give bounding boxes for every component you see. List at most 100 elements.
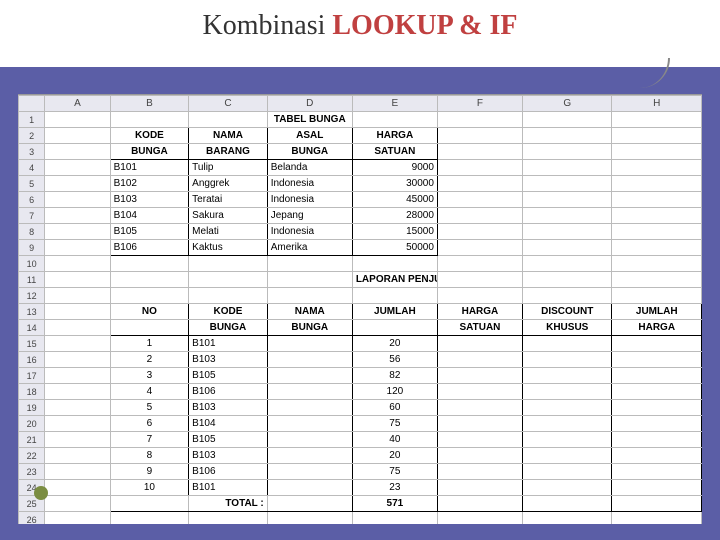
cell[interactable] bbox=[267, 336, 352, 352]
row-header[interactable]: 20 bbox=[19, 416, 45, 432]
cell[interactable] bbox=[612, 224, 702, 240]
cell[interactable]: 75 bbox=[352, 464, 437, 480]
cell[interactable] bbox=[612, 432, 702, 448]
cell[interactable]: 571 bbox=[352, 496, 437, 512]
cell[interactable] bbox=[267, 256, 352, 272]
cell[interactable]: B105 bbox=[189, 432, 268, 448]
cell[interactable]: 5 bbox=[110, 400, 189, 416]
cell[interactable] bbox=[523, 432, 612, 448]
cell[interactable] bbox=[110, 496, 189, 512]
cell[interactable] bbox=[612, 336, 702, 352]
cell[interactable]: 82 bbox=[352, 368, 437, 384]
cell[interactable] bbox=[352, 256, 437, 272]
cell[interactable] bbox=[523, 240, 612, 256]
row-header[interactable]: 12 bbox=[19, 288, 45, 304]
cell[interactable] bbox=[437, 416, 522, 432]
cell[interactable] bbox=[437, 224, 522, 240]
row-header[interactable]: 17 bbox=[19, 368, 45, 384]
cell[interactable] bbox=[523, 448, 612, 464]
cell[interactable]: 45000 bbox=[352, 192, 437, 208]
cell[interactable] bbox=[352, 320, 437, 336]
cell[interactable] bbox=[437, 272, 522, 288]
cell[interactable] bbox=[523, 112, 612, 128]
cell[interactable]: B105 bbox=[189, 368, 268, 384]
cell[interactable] bbox=[437, 112, 522, 128]
cell[interactable]: Tulip bbox=[189, 160, 268, 176]
cell[interactable]: 10 bbox=[110, 480, 189, 496]
cell[interactable] bbox=[612, 384, 702, 400]
cell[interactable] bbox=[189, 256, 268, 272]
cell[interactable] bbox=[437, 288, 522, 304]
cell[interactable] bbox=[523, 224, 612, 240]
cell[interactable] bbox=[612, 208, 702, 224]
cell[interactable] bbox=[45, 128, 110, 144]
cell[interactable] bbox=[523, 192, 612, 208]
cell[interactable] bbox=[437, 480, 522, 496]
select-all-corner[interactable] bbox=[19, 96, 45, 112]
cell[interactable]: Indonesia bbox=[267, 224, 352, 240]
row-header[interactable]: 18 bbox=[19, 384, 45, 400]
cell[interactable]: Belanda bbox=[267, 160, 352, 176]
col-F[interactable]: F bbox=[437, 96, 522, 112]
cell[interactable] bbox=[612, 240, 702, 256]
cell[interactable]: 20 bbox=[352, 448, 437, 464]
cell[interactable]: B101 bbox=[189, 480, 268, 496]
cell[interactable]: Indonesia bbox=[267, 176, 352, 192]
cell[interactable]: B102 bbox=[110, 176, 189, 192]
cell[interactable]: 8 bbox=[110, 448, 189, 464]
cell[interactable]: B105 bbox=[110, 224, 189, 240]
col-D[interactable]: D bbox=[267, 96, 352, 112]
cell[interactable]: Melati bbox=[189, 224, 268, 240]
cell[interactable]: BUNGA bbox=[189, 320, 268, 336]
cell[interactable] bbox=[267, 288, 352, 304]
cell[interactable] bbox=[45, 160, 110, 176]
col-E[interactable]: E bbox=[352, 96, 437, 112]
col-C[interactable]: C bbox=[189, 96, 268, 112]
cell[interactable] bbox=[523, 144, 612, 160]
cell[interactable] bbox=[437, 240, 522, 256]
cell[interactable] bbox=[523, 336, 612, 352]
cell[interactable] bbox=[267, 416, 352, 432]
cell[interactable] bbox=[45, 112, 110, 128]
cell[interactable] bbox=[45, 384, 110, 400]
cell[interactable]: KODE bbox=[189, 304, 268, 320]
cell[interactable]: B104 bbox=[189, 416, 268, 432]
row-header[interactable]: 5 bbox=[19, 176, 45, 192]
column-header-row[interactable]: A B C D E F G H bbox=[19, 96, 702, 112]
cell[interactable] bbox=[437, 448, 522, 464]
cell[interactable]: B106 bbox=[189, 384, 268, 400]
cell[interactable] bbox=[612, 480, 702, 496]
sheet-grid[interactable]: A B C D E F G H 1TABEL BUNGA2KODENAMAASA… bbox=[18, 95, 702, 524]
cell[interactable] bbox=[523, 480, 612, 496]
cell[interactable] bbox=[189, 272, 268, 288]
cell[interactable] bbox=[189, 112, 268, 128]
cell[interactable]: 30000 bbox=[352, 176, 437, 192]
cell[interactable]: DISCOUNT bbox=[523, 304, 612, 320]
cell[interactable] bbox=[437, 352, 522, 368]
cell[interactable]: BUNGA bbox=[110, 144, 189, 160]
cell[interactable] bbox=[612, 368, 702, 384]
cell[interactable]: 6 bbox=[110, 416, 189, 432]
cell[interactable]: Jepang bbox=[267, 208, 352, 224]
cell[interactable] bbox=[612, 144, 702, 160]
cell[interactable] bbox=[45, 272, 110, 288]
cell[interactable]: 9 bbox=[110, 464, 189, 480]
cell[interactable] bbox=[612, 352, 702, 368]
cell[interactable] bbox=[45, 304, 110, 320]
cell[interactable]: B101 bbox=[110, 160, 189, 176]
cell[interactable]: B103 bbox=[189, 400, 268, 416]
cell[interactable]: 120 bbox=[352, 384, 437, 400]
cell[interactable] bbox=[110, 320, 189, 336]
cell[interactable] bbox=[267, 352, 352, 368]
row-header[interactable]: 13 bbox=[19, 304, 45, 320]
cell[interactable]: 3 bbox=[110, 368, 189, 384]
cell[interactable] bbox=[267, 480, 352, 496]
cell[interactable] bbox=[612, 272, 702, 288]
cell[interactable]: 40 bbox=[352, 432, 437, 448]
cell[interactable]: 15000 bbox=[352, 224, 437, 240]
cell[interactable] bbox=[523, 464, 612, 480]
cell[interactable] bbox=[437, 368, 522, 384]
cell[interactable]: HARGA bbox=[437, 304, 522, 320]
row-header[interactable]: 15 bbox=[19, 336, 45, 352]
cell[interactable] bbox=[612, 192, 702, 208]
